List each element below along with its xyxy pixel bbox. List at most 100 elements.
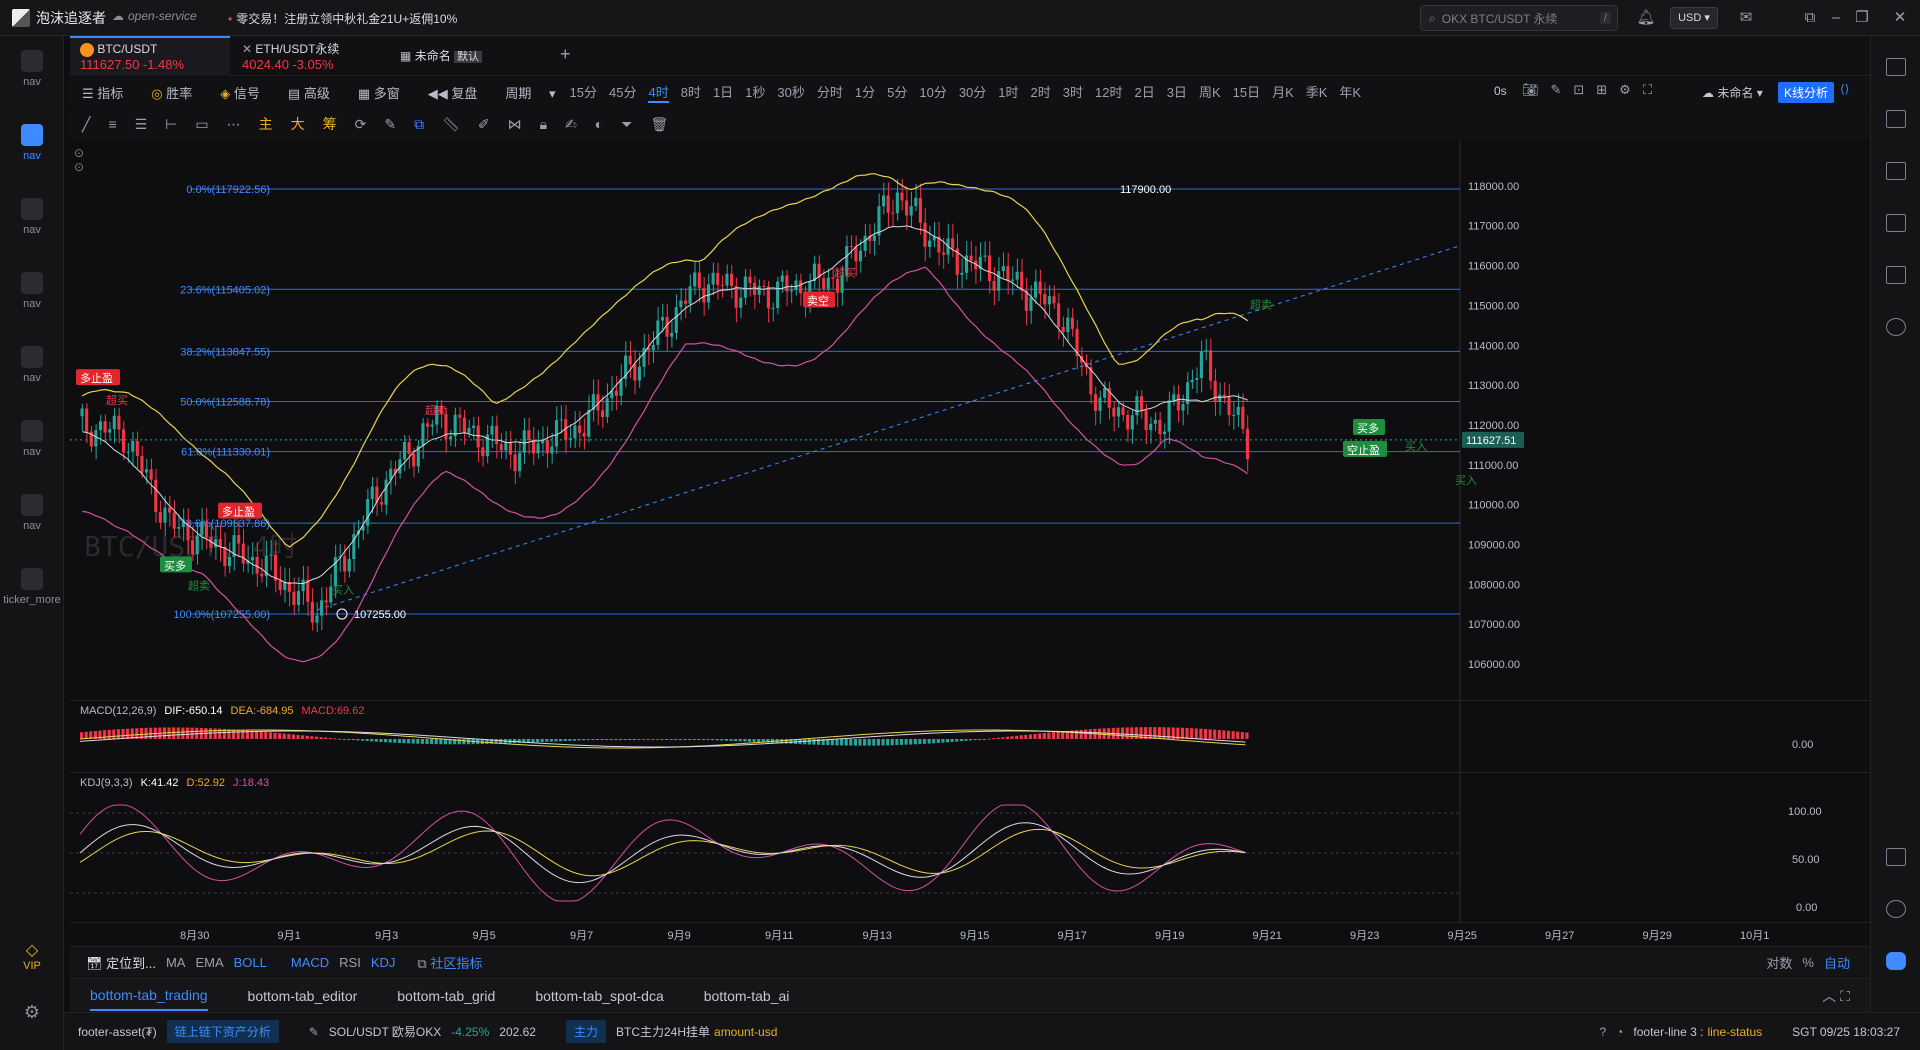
- bottom-tab-editor[interactable]: bottom-tab_editor: [247, 987, 358, 1004]
- advanced-button[interactable]: ▤ 高级: [287, 85, 330, 101]
- tab-btc-usdt[interactable]: BTC/USDT 111627.50 -1.48%: [70, 36, 230, 76]
- share-icon[interactable]: ⟨⟩: [1840, 82, 1850, 96]
- minimize-icon[interactable]: –: [1831, 9, 1841, 26]
- nav-item-chart[interactable]: nav: [0, 124, 64, 162]
- interval-21[interactable]: 季K: [1305, 84, 1328, 100]
- bottom-tab-spot-dca[interactable]: bottom-tab_spot-dca: [535, 987, 664, 1004]
- trendline-icon[interactable]: ╱: [82, 115, 91, 132]
- close-icon[interactable]: ✕: [1893, 9, 1907, 26]
- restore-icon[interactable]: ❐: [1855, 9, 1869, 26]
- interval-16[interactable]: 2日: [1134, 84, 1155, 100]
- more-icon[interactable]: ⋯: [226, 115, 241, 132]
- ind-macd[interactable]: MACD: [290, 955, 330, 970]
- bell-icon[interactable]: 🔔︎: [1636, 9, 1656, 26]
- nav-item-wallet[interactable]: nav: [0, 420, 64, 458]
- brand-logo[interactable]: 泡沫追逐者: [12, 8, 106, 28]
- assistant-icon[interactable]: [1886, 952, 1906, 970]
- hlines-icon[interactable]: ≡: [108, 116, 117, 132]
- search-box[interactable]: ⌕ OKX BTC/USDT 永续 /: [1420, 5, 1618, 31]
- interval-14[interactable]: 3时: [1062, 84, 1083, 100]
- service-label[interactable]: ☁ open-service: [112, 9, 197, 23]
- ind-kdj[interactable]: KDJ: [370, 955, 396, 970]
- interval-3[interactable]: 8时: [680, 84, 701, 100]
- footer-asset[interactable]: footer-asset(₮): [78, 1024, 157, 1039]
- mail-icon[interactable]: ✉: [1739, 9, 1753, 26]
- interval-18[interactable]: 周K: [1198, 84, 1221, 100]
- winrate-button[interactable]: ◎ 胜率: [151, 85, 193, 101]
- rect-icon[interactable]: ▭: [195, 115, 209, 132]
- interval-1[interactable]: 45分: [609, 84, 637, 100]
- bottom-tab-grid[interactable]: bottom-tab_grid: [397, 987, 496, 1004]
- ind-boll[interactable]: BOLL: [233, 955, 267, 970]
- nav-item-message[interactable]: nav: [0, 494, 64, 532]
- interval-6[interactable]: 30秒: [777, 84, 805, 100]
- copy-icon[interactable]: ⧉: [414, 115, 425, 132]
- tab-unnamed[interactable]: ▦ 未命名 默认: [390, 36, 530, 76]
- external-icon[interactable]: ⧉: [1804, 9, 1816, 26]
- big-order-button[interactable]: 大: [290, 116, 305, 132]
- edit-icon[interactable]: ✍: [565, 115, 577, 132]
- channel-icon[interactable]: ☰: [134, 115, 148, 132]
- nav-item-bot[interactable]: nav: [0, 272, 64, 310]
- footer-pair[interactable]: SOL/USDT 欧易OKX: [328, 1025, 442, 1039]
- vip-button[interactable]: ◇ VIP: [0, 940, 64, 972]
- signal-button[interactable]: ◈ 信号: [220, 85, 260, 101]
- interval-11[interactable]: 30分: [958, 84, 987, 100]
- interval-10[interactable]: 10分: [919, 84, 947, 100]
- chips-button[interactable]: 筹: [322, 116, 337, 132]
- settings-icon[interactable]: ⚙: [23, 1002, 41, 1022]
- interval-20[interactable]: 月K: [1272, 84, 1294, 100]
- kline-analysis-button[interactable]: K线分析: [1778, 82, 1835, 103]
- period-select[interactable]: 周期 ▾: [505, 85, 556, 101]
- main-force-badge[interactable]: 主力: [565, 1020, 606, 1043]
- auto-scale-toggle[interactable]: 自动: [1823, 956, 1850, 971]
- interval-12[interactable]: 1时: [998, 84, 1019, 100]
- promo-banner[interactable]: • 零交易！注册立领中秋礼金21U+返佣10%: [228, 12, 458, 26]
- currency-select[interactable]: USD ▾: [1670, 7, 1718, 29]
- brush-icon[interactable]: ✐: [477, 115, 490, 132]
- tool-icons[interactable]: 📷︎✎⊡⊞⚙⛶: [1522, 82, 1664, 97]
- percent-toggle[interactable]: %: [1802, 955, 1814, 970]
- nav-item-globe[interactable]: nav: [0, 346, 64, 384]
- compare-icon[interactable]: [1886, 162, 1906, 180]
- main-force-button[interactable]: 主: [258, 116, 273, 132]
- tab-eth-usdt[interactable]: ✕ ETH/USDT永续 4024.40 -3.05%: [242, 42, 340, 72]
- interval-22[interactable]: 年K: [1339, 84, 1362, 100]
- stats-icon[interactable]: [1886, 266, 1906, 284]
- tag-icon[interactable]: [1886, 318, 1906, 336]
- community-indicator-button[interactable]: ⧉ 社区指标: [417, 956, 483, 971]
- trend-icon[interactable]: [1886, 214, 1906, 232]
- magnet-icon[interactable]: ⋈: [507, 115, 522, 132]
- ind-ema[interactable]: EMA: [195, 955, 224, 970]
- refresh-icon[interactable]: ⟳: [354, 115, 367, 132]
- hline-icon[interactable]: ⊢: [165, 115, 178, 132]
- eye-icon[interactable]: ◐: [594, 116, 604, 132]
- collapse-icons[interactable]: ⊙ ⊙: [74, 146, 85, 174]
- interval-0[interactable]: 15分: [569, 84, 597, 100]
- nav-item-orders[interactable]: nav: [0, 198, 64, 236]
- trash-icon[interactable]: 🗑︎: [650, 115, 669, 132]
- interval-4[interactable]: 1日: [712, 84, 734, 100]
- close-tab-icon[interactable]: ✕: [242, 42, 253, 56]
- interval-19[interactable]: 15日: [1232, 84, 1261, 100]
- layout-select[interactable]: ☁ 未命名 ▾: [1702, 86, 1763, 100]
- multiwin-button[interactable]: ▦ 多窗: [357, 85, 400, 101]
- pen-icon[interactable]: ✎: [308, 1024, 319, 1039]
- interval-5[interactable]: 1秒: [745, 84, 766, 100]
- price-chart[interactable]: 118000.00 117000.00 116000.00 115000.00 1140…: [70, 140, 1870, 700]
- indicator-button[interactable]: ☰ 指标: [82, 85, 124, 101]
- interval-15[interactable]: 12时: [1095, 84, 1123, 100]
- asset-analysis-button[interactable]: 链上链下资产分析: [166, 1020, 279, 1043]
- interval-13[interactable]: 2时: [1030, 84, 1051, 100]
- help-icon[interactable]: ?: [1599, 1024, 1607, 1039]
- panel-icon[interactable]: [1886, 58, 1906, 76]
- locate-button[interactable]: 📅︎ 定位到...: [86, 956, 156, 971]
- interval-2[interactable]: 4时: [648, 82, 669, 103]
- ind-rsi[interactable]: RSI: [339, 955, 361, 970]
- ruler-icon[interactable]: 📏︎: [442, 115, 460, 132]
- bottom-tab-trading[interactable]: bottom-tab_trading: [90, 987, 208, 1011]
- nav-item-home[interactable]: nav: [0, 50, 64, 88]
- list-icon[interactable]: [1886, 110, 1906, 128]
- pen-icon[interactable]: ✎: [384, 115, 397, 132]
- log-scale-toggle[interactable]: 对数: [1766, 956, 1793, 971]
